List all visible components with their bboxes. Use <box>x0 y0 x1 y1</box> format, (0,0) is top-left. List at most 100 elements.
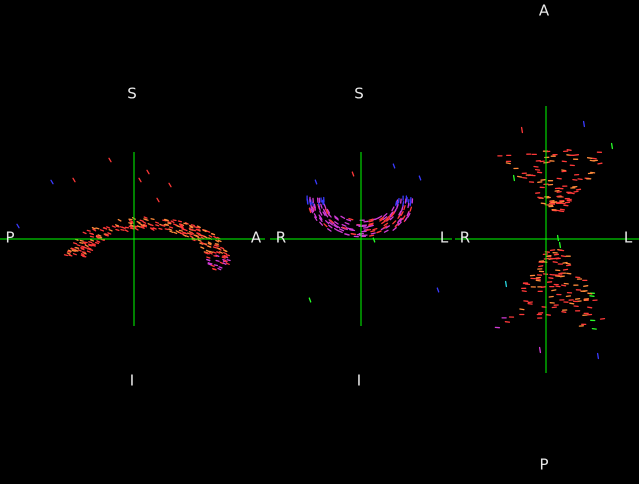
fiber-glyph <box>547 256 551 257</box>
fiber-glyph <box>216 261 219 262</box>
coronal-label-top: S <box>354 87 364 102</box>
fiber-glyph <box>567 273 571 274</box>
fiber-glyph <box>194 227 197 228</box>
fiber-glyph <box>541 287 545 288</box>
coronal-label-right: L <box>440 231 448 246</box>
fiber-glyph <box>557 196 561 197</box>
fiber-glyph <box>207 260 210 261</box>
fiber-glyph <box>92 244 95 245</box>
coronal-label-left: R <box>276 231 286 246</box>
fiber-glyph <box>566 263 570 264</box>
fiber-glyph <box>506 282 507 287</box>
fiber-glyph <box>65 255 68 256</box>
fiber-glyph <box>577 189 581 190</box>
fiber-glyph <box>191 225 194 226</box>
fiber-glyph <box>578 179 582 180</box>
fiber-glyph <box>522 128 523 133</box>
fiber-glyph <box>227 260 230 261</box>
fiber-glyph <box>84 242 87 243</box>
fiber-glyph <box>549 278 553 279</box>
fiber-glyph <box>410 202 411 206</box>
fiber-glyph <box>129 226 132 227</box>
fiber-glyph <box>556 286 560 287</box>
fiber-glyph <box>541 180 545 181</box>
fiber-glyph <box>540 161 544 162</box>
fiber-glyph <box>588 158 592 159</box>
fiber-glyph <box>82 246 85 247</box>
fiber-glyph <box>164 225 167 226</box>
fiber-glyph <box>210 251 213 252</box>
fiber-glyph <box>558 236 559 241</box>
fiber-glyph <box>173 220 176 221</box>
fiber-glyph <box>560 276 564 277</box>
fiber-glyph <box>89 242 92 243</box>
fiber-glyph <box>505 322 509 323</box>
fiber-glyph <box>68 250 71 251</box>
fiber-glyph <box>575 155 579 156</box>
fiber-glyph <box>180 233 183 234</box>
fiber-glyph <box>91 236 94 237</box>
fiber-glyph <box>560 243 561 248</box>
fiber-glyph <box>134 226 137 227</box>
fiber-glyph <box>551 250 555 251</box>
axial-label-top: A <box>539 4 549 19</box>
fiber-glyph <box>151 219 154 220</box>
sagittal-label-bottom: I <box>130 374 134 389</box>
fiber-glyph <box>549 297 553 298</box>
fiber-glyph <box>76 248 79 249</box>
fiber-glyph <box>217 252 220 253</box>
fiber-glyph <box>82 252 85 253</box>
fiber-glyph <box>560 202 564 203</box>
fiber-glyph <box>182 229 185 230</box>
fiber-glyph <box>538 172 542 173</box>
fiber-glyph <box>518 176 522 177</box>
fiber-glyph <box>573 180 577 181</box>
fiber-glyph <box>217 248 220 249</box>
fiber-glyph <box>540 261 544 262</box>
fiber-glyph <box>556 276 560 277</box>
fiber-glyph <box>80 241 83 242</box>
fiber-glyph <box>159 229 162 230</box>
fiber-glyph <box>546 315 550 316</box>
fiber-glyph <box>156 225 159 226</box>
fiber-glyph <box>370 235 374 236</box>
fiber-glyph <box>203 230 206 231</box>
fiber-glyph <box>96 228 99 229</box>
fiber-glyph <box>184 223 187 224</box>
fiber-glyph <box>591 172 595 173</box>
axial-label-bottom: P <box>539 458 548 473</box>
fiber-glyph <box>570 303 574 304</box>
fiber-glyph <box>540 348 541 353</box>
fiber-glyph <box>562 312 566 313</box>
fiber-glyph <box>179 221 182 222</box>
fiber-glyph <box>522 291 526 292</box>
fiber-glyph <box>553 262 557 263</box>
fiber-glyph <box>592 329 596 330</box>
fiber-glyph <box>598 354 599 359</box>
fiber-glyph <box>214 247 217 248</box>
axial-label-right: L <box>624 231 632 246</box>
fiber-glyph <box>168 223 171 224</box>
fiber-glyph <box>87 230 90 231</box>
fiber-glyph <box>536 279 540 280</box>
fiber-glyph <box>227 255 230 256</box>
fiber-glyph <box>367 230 371 231</box>
fiber-glyph <box>552 290 556 291</box>
fiber-glyph <box>567 199 571 200</box>
fiber-glyph <box>396 201 397 205</box>
fiber-glyph <box>567 150 571 151</box>
fiber-glyph <box>534 167 538 168</box>
fiber-glyph <box>96 243 99 244</box>
fiber-glyph <box>170 227 173 228</box>
fiber-glyph <box>371 231 375 232</box>
fiber-glyph <box>562 256 566 257</box>
fiber-glyph <box>601 319 605 320</box>
fiber-glyph <box>189 234 192 235</box>
fiber-glyph <box>80 243 83 244</box>
fiber-glyph <box>215 244 218 245</box>
fiber-glyph <box>523 178 527 179</box>
fiber-glyph <box>536 280 540 281</box>
fiber-glyph <box>566 296 570 297</box>
